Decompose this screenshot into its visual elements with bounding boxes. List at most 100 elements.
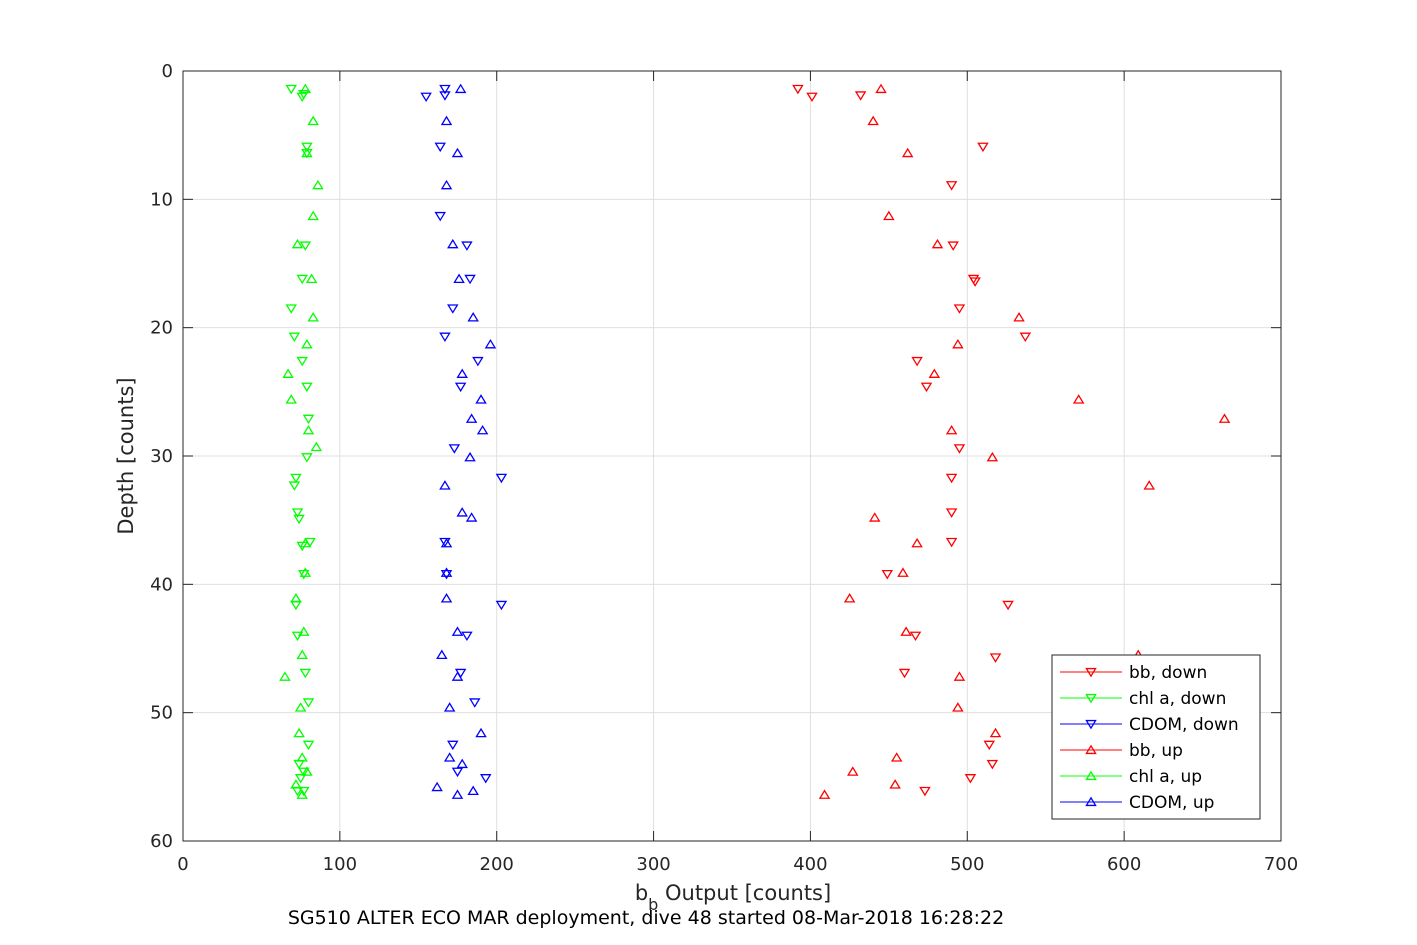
data-point-marker xyxy=(945,473,958,484)
data-point-marker xyxy=(847,766,859,776)
data-point-marker xyxy=(843,593,856,603)
series-3 xyxy=(818,83,1231,799)
data-point-marker xyxy=(307,312,319,322)
data-point-marker xyxy=(293,514,305,525)
legend-box xyxy=(1051,654,1261,820)
data-point-marker xyxy=(1002,600,1014,611)
y-tick-label: 40 xyxy=(150,574,173,595)
x-tick-label: 200 xyxy=(480,854,514,875)
data-point-marker xyxy=(439,537,451,548)
data-point-marker xyxy=(986,759,999,770)
x-axis-label: bb Output [counts] xyxy=(635,881,831,914)
data-point-marker xyxy=(454,382,467,393)
y-tick-label: 50 xyxy=(150,703,173,724)
data-point-marker xyxy=(288,481,301,491)
data-point-marker xyxy=(436,649,448,660)
legend-marker xyxy=(1085,719,1097,730)
footer-caption: SG510 ALTER ECO MAR deployment, dive 48 … xyxy=(288,907,1004,929)
data-point-marker xyxy=(476,424,489,435)
data-point-marker xyxy=(301,382,313,393)
data-point-marker xyxy=(296,356,308,367)
data-point-marker xyxy=(919,786,931,797)
data-point-marker xyxy=(279,671,291,681)
data-point-marker xyxy=(989,653,1002,663)
data-point-marker xyxy=(909,631,922,642)
data-point-marker xyxy=(451,789,464,799)
data-point-marker xyxy=(928,368,941,378)
data-point-marker xyxy=(440,537,453,548)
data-point-marker xyxy=(464,451,476,462)
data-point-marker xyxy=(285,394,297,404)
data-point-marker xyxy=(290,593,302,603)
data-point-marker xyxy=(467,785,479,796)
legend-label: chl a, down xyxy=(1129,689,1226,709)
data-point-marker xyxy=(456,758,468,769)
data-point-marker xyxy=(439,332,451,343)
data-point-marker xyxy=(1019,332,1032,343)
data-points xyxy=(279,83,1231,799)
data-point-marker xyxy=(889,779,901,789)
data-point-marker xyxy=(945,424,958,435)
legend-label: chl a, up xyxy=(1129,767,1202,787)
data-point-marker xyxy=(947,241,959,251)
data-point-marker xyxy=(969,277,981,287)
x-axis-label-subscript: b xyxy=(648,895,658,914)
y-axis-label: Depth [counts] xyxy=(114,377,138,534)
data-point-marker xyxy=(302,740,315,751)
data-point-marker xyxy=(890,752,903,762)
series-2 xyxy=(420,84,508,784)
data-point-marker xyxy=(964,774,977,784)
data-point-marker xyxy=(439,480,451,490)
data-point-marker xyxy=(454,83,467,94)
data-point-marker xyxy=(310,441,323,452)
data-point-marker xyxy=(461,631,473,642)
data-point-marker xyxy=(868,512,881,522)
data-point-marker xyxy=(434,211,446,222)
data-point-marker xyxy=(440,569,453,580)
data-point-marker xyxy=(989,727,1002,738)
data-point-marker xyxy=(285,304,297,314)
data-point-marker xyxy=(931,238,944,249)
data-point-marker xyxy=(881,569,894,580)
data-point-marker xyxy=(291,238,304,249)
data-point-marker xyxy=(307,210,319,221)
data-point-marker xyxy=(307,115,319,126)
data-point-marker xyxy=(302,414,315,425)
data-point-marker xyxy=(479,774,492,784)
data-point-marker xyxy=(440,567,453,577)
data-point-marker xyxy=(298,767,310,778)
data-point-marker xyxy=(443,752,456,762)
legend-label: bb, up xyxy=(1129,741,1183,761)
data-point-marker xyxy=(294,702,307,712)
data-point-marker xyxy=(299,668,312,679)
data-point-marker xyxy=(305,273,318,284)
x-tick-label: 300 xyxy=(636,854,670,875)
data-point-marker xyxy=(439,91,451,101)
x-axis-label-main: b xyxy=(635,881,648,905)
series-5 xyxy=(431,83,497,799)
data-point-marker xyxy=(302,698,315,708)
data-point-marker xyxy=(301,453,313,463)
data-point-marker xyxy=(440,593,453,603)
data-point-marker xyxy=(301,338,313,349)
data-point-marker xyxy=(298,626,310,636)
data-point-marker xyxy=(420,92,432,103)
x-tick-label: 700 xyxy=(1264,854,1298,875)
legend-entry: CDOM, down xyxy=(1060,715,1239,735)
data-point-marker xyxy=(953,671,966,681)
data-point-marker xyxy=(977,142,989,153)
data-point-marker xyxy=(464,274,476,285)
data-point-marker xyxy=(484,338,497,349)
data-point-marker xyxy=(299,567,312,577)
data-point-marker xyxy=(465,512,478,522)
legend-label: CDOM, down xyxy=(1129,715,1239,735)
legend: bb, down chl a, down CDOM, down bb, up chl a… xyxy=(1051,654,1261,820)
data-point-marker xyxy=(472,356,484,367)
data-point-marker xyxy=(920,382,933,393)
data-point-marker xyxy=(298,90,310,100)
series-0 xyxy=(792,84,1032,797)
data-point-marker xyxy=(1072,394,1085,404)
legend-entry: bb, down xyxy=(1060,663,1207,683)
legend-entry: chl a, down xyxy=(1060,689,1226,709)
data-point-marker xyxy=(443,702,456,712)
